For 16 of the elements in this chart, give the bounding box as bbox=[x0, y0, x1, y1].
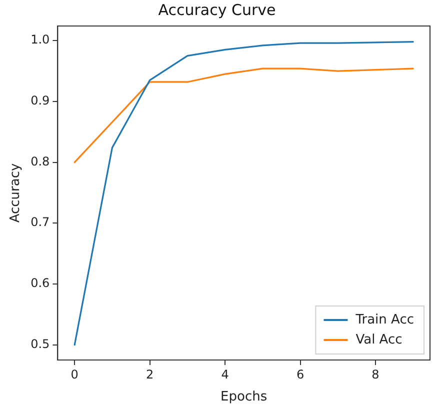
y-tick-label: 0.5 bbox=[30, 336, 50, 351]
y-axis-title: Accuracy bbox=[8, 163, 24, 223]
x-axis-title: Epochs bbox=[220, 390, 268, 405]
y-tick-label: 0.7 bbox=[30, 215, 50, 230]
legend-label: Val Acc bbox=[356, 332, 402, 348]
x-tick-label: 2 bbox=[146, 367, 154, 382]
x-tick-label: 0 bbox=[70, 367, 78, 382]
x-tick-label: 4 bbox=[221, 367, 229, 382]
y-tick-label: 0.9 bbox=[30, 94, 50, 108]
y-tick-label: 0.6 bbox=[30, 276, 50, 290]
x-tick-label: 6 bbox=[296, 367, 304, 382]
chart-title: Accuracy Curve bbox=[158, 0, 276, 19]
y-tick-label: 1.0 bbox=[30, 32, 50, 47]
y-tick-label: 0.8 bbox=[30, 154, 50, 168]
x-tick-label: 8 bbox=[372, 367, 380, 382]
legend-label: Train Acc bbox=[354, 312, 414, 328]
